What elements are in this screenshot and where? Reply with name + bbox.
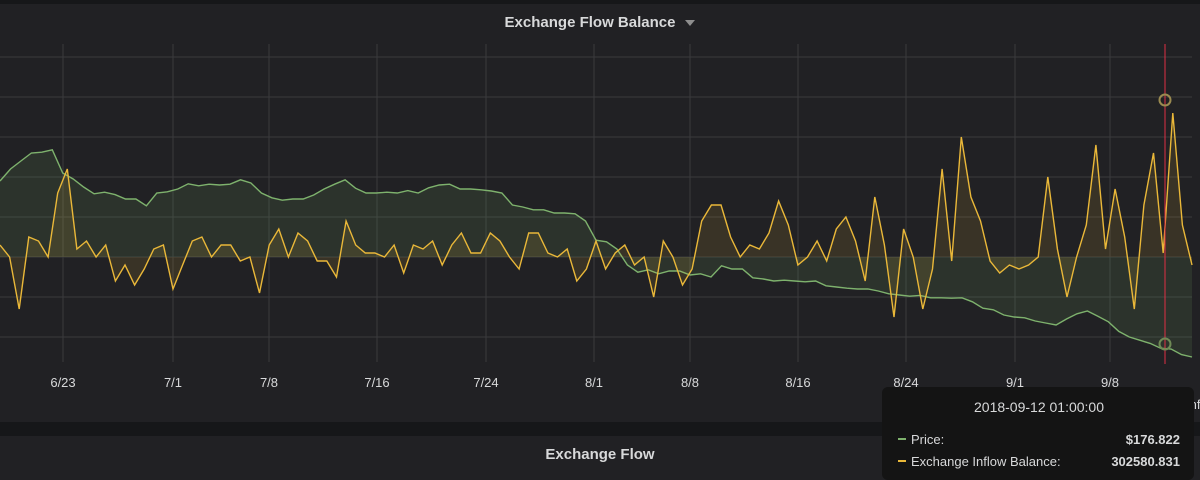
x-axis-tick-label: 6/23: [50, 375, 75, 390]
x-axis-tick-label: 7/24: [473, 375, 498, 390]
x-axis-tick-label: 9/8: [1101, 375, 1119, 390]
cursor: [1158, 44, 1172, 364]
panel-header[interactable]: Exchange Flow: [0, 436, 1200, 472]
panel-header[interactable]: Exchange Flow Balance: [0, 4, 1200, 40]
cursor-marker-price: [1158, 337, 1172, 351]
tooltip-label: Price:: [911, 431, 945, 447]
hover-tooltip: 2018-09-12 01:00:00 Price: $176.822 Exch…: [882, 387, 1194, 480]
tooltip-row: Price: $176.822: [898, 428, 1180, 450]
tooltip-time: 2018-09-12 01:00:00: [974, 399, 1104, 415]
tooltip-row: Exchange Inflow Balance: 302580.831: [898, 450, 1180, 472]
x-axis-tick-label: 9/1: [1006, 375, 1024, 390]
series-color-swatch: [898, 460, 906, 462]
tooltip-value: $176.822: [1125, 431, 1180, 447]
cursor-marker-inflow: [1158, 93, 1172, 107]
exchange-flow-balance-panel: 6/23 7/1 7/8 7/16 7/24 8/1 8/8 8/16 8/24 9/1 9/8 E…: [0, 4, 1200, 422]
chart-area[interactable]: 6/23 7/1 7/8 7/16 7/24 8/1 8/8 8/16 8/24 9/1 9/8: [0, 4, 1200, 422]
x-axis: 6/23 7/1 7/8 7/16 7/24 8/1 8/8 8/16 8/24 9/1 9/8: [50, 375, 1119, 390]
panel-title[interactable]: Exchange Flow Balance: [504, 13, 676, 31]
x-axis-tick-label: 8/8: [681, 375, 699, 390]
inflow-series-area: [0, 113, 1192, 317]
tooltip-value: 302580.831: [1111, 453, 1180, 469]
chevron-down-icon[interactable]: [685, 20, 696, 26]
inflow-series-line: [0, 112, 1193, 318]
x-axis-tick-label: 8/24: [893, 375, 918, 390]
x-axis-tick-label: 7/8: [260, 375, 278, 390]
x-axis-tick-label: 8/16: [785, 375, 810, 390]
x-axis-tick-label: 7/16: [364, 375, 389, 390]
inflow-series: [0, 112, 1193, 318]
grid-lines: [0, 44, 1192, 362]
x-axis-tick-label: 7/1: [164, 375, 182, 390]
series-color-swatch: [898, 438, 906, 440]
tooltip-label: Exchange Inflow Balance:: [911, 453, 1061, 469]
price-series-area: [0, 149, 1192, 357]
x-axis-tick-label: 8/1: [585, 375, 603, 390]
panel-title[interactable]: Exchange Flow: [545, 445, 655, 463]
